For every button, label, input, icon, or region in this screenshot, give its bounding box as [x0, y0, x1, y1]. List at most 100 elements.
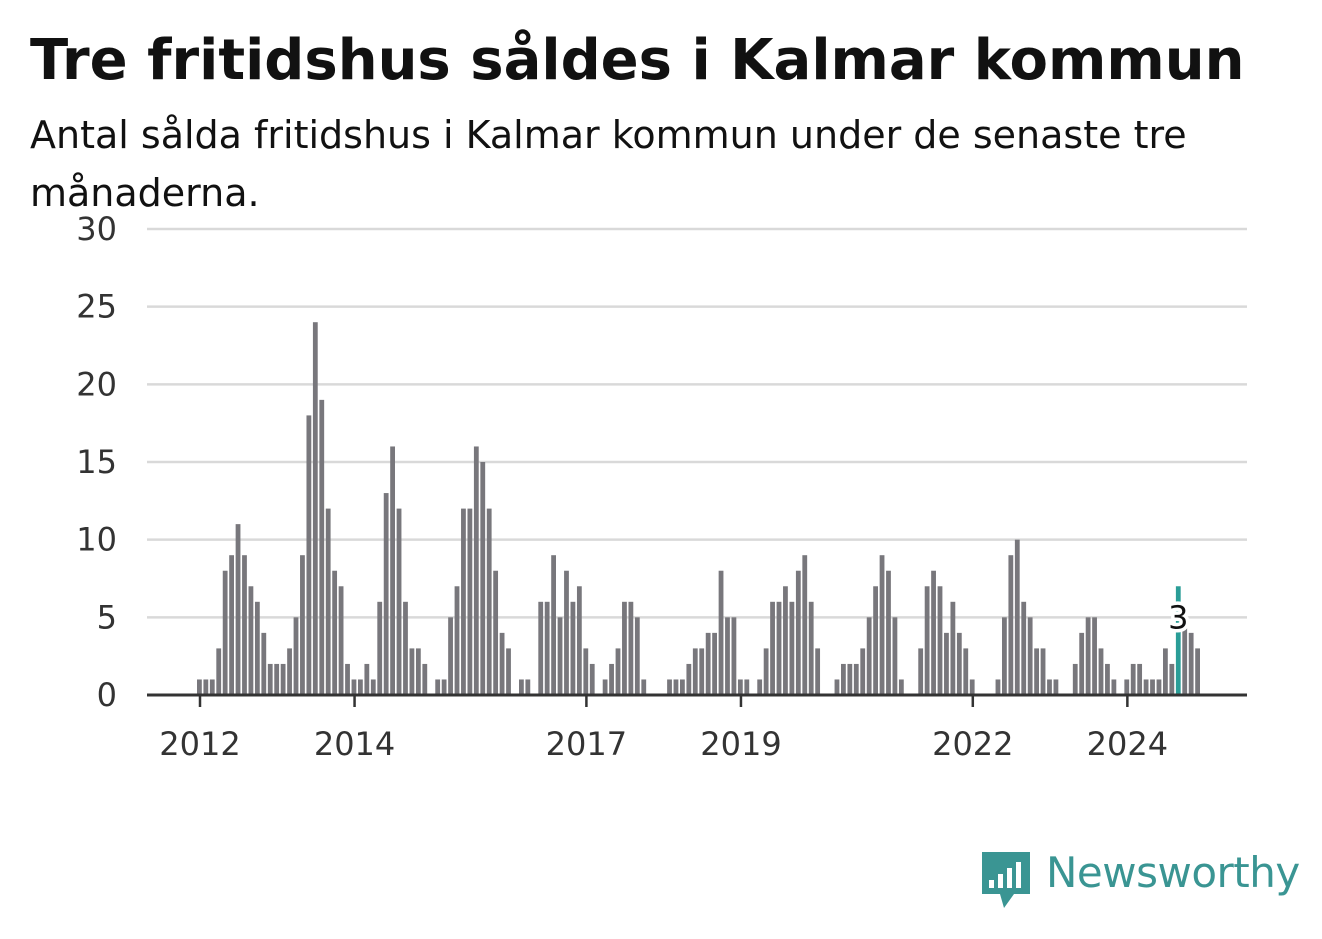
bar: [944, 632, 949, 695]
bar: [718, 570, 724, 695]
bar: [692, 648, 698, 695]
bar: [319, 399, 325, 695]
bar: [261, 632, 267, 695]
bar: [995, 679, 1001, 695]
x-axis-labels: 2012 2014 2017 2019 2022 2024: [159, 725, 1168, 763]
x-tick-label: 2024: [1087, 725, 1168, 763]
bar: [834, 679, 840, 695]
bar: [1163, 648, 1168, 695]
bar: [1111, 679, 1117, 695]
bar: [950, 601, 956, 695]
bar: [860, 648, 866, 695]
bar: [1085, 617, 1091, 695]
bar: [203, 679, 209, 695]
bar: [808, 601, 814, 695]
bar: [622, 601, 627, 695]
bar: [1182, 617, 1188, 695]
x-tick-label: 2014: [314, 725, 395, 763]
x-tick-label: 2019: [700, 725, 781, 763]
grid-lines: [147, 227, 1247, 619]
bar: [725, 617, 730, 695]
bar: [963, 648, 969, 695]
bar: [1195, 648, 1200, 695]
bar: [570, 601, 576, 695]
bar: [937, 586, 943, 695]
bar: [267, 663, 273, 695]
bar: [892, 617, 898, 695]
highlight-value-label: 3: [1168, 598, 1188, 636]
y-axis-labels: 0 5 10 15 20 25 30: [76, 210, 117, 714]
bar: [673, 679, 679, 695]
bar: [1188, 632, 1194, 695]
y-tick-label: 25: [76, 288, 117, 326]
chart-subtitle: Antal sålda fritidshus i Kalmar kommun u…: [30, 113, 1187, 215]
bar: [873, 586, 878, 695]
bar: [686, 663, 692, 695]
bar: [306, 415, 312, 695]
bar: [776, 601, 782, 695]
bar: [1098, 648, 1104, 695]
bar: [879, 555, 885, 695]
x-tick-label: 2022: [932, 725, 1013, 763]
bar: [853, 663, 859, 695]
bars: [197, 322, 1200, 695]
bar: [280, 663, 286, 695]
bar: [493, 570, 499, 695]
bar: [345, 663, 350, 695]
bar: [1034, 648, 1039, 695]
bar: [551, 555, 556, 695]
y-tick-label: 5: [97, 598, 117, 636]
bar: [705, 632, 711, 695]
bar: [1137, 663, 1143, 695]
bar: [248, 586, 254, 695]
bar: [1040, 648, 1046, 695]
bar: [1027, 617, 1033, 695]
y-tick-label: 30: [76, 210, 117, 248]
bar: [499, 632, 505, 695]
bar: [931, 570, 936, 695]
bar: [924, 586, 930, 695]
y-tick-label: 0: [97, 676, 117, 714]
bar: [377, 601, 383, 695]
x-tick-label: 2012: [159, 725, 240, 763]
bar: [473, 446, 479, 695]
chart-title: Tre fritidshus såldes i Kalmar kommun: [30, 28, 1245, 93]
bar: [576, 586, 582, 695]
bar: [454, 586, 460, 695]
bar: [312, 322, 318, 695]
bar: [358, 679, 363, 695]
bar: [506, 648, 511, 695]
bar: [209, 679, 215, 695]
x-axis-ticks: [198, 695, 1129, 707]
bar: [409, 648, 415, 695]
bar: [1150, 679, 1155, 695]
bar: [641, 679, 647, 695]
bar: [332, 570, 338, 695]
bar: [1072, 663, 1078, 695]
bar: [396, 508, 402, 695]
bar: [918, 648, 924, 695]
bar: [467, 508, 473, 695]
bar: [699, 648, 705, 695]
bar: [564, 570, 569, 695]
bar: [1047, 679, 1052, 695]
bar: [731, 617, 737, 695]
bar: [287, 648, 292, 695]
bar: [383, 493, 389, 695]
bar: [847, 663, 853, 695]
bar: [956, 632, 962, 695]
bar: [448, 617, 453, 695]
bar: [898, 679, 904, 695]
bar: [390, 446, 395, 695]
bar: [222, 570, 228, 695]
bar: [1143, 679, 1149, 695]
bar: [480, 462, 486, 695]
bar: [538, 601, 544, 695]
bar: [589, 663, 595, 695]
bar: [770, 601, 775, 695]
bar: [351, 679, 357, 695]
bar: [609, 663, 614, 695]
bar: [802, 555, 808, 695]
bar: [544, 601, 550, 695]
